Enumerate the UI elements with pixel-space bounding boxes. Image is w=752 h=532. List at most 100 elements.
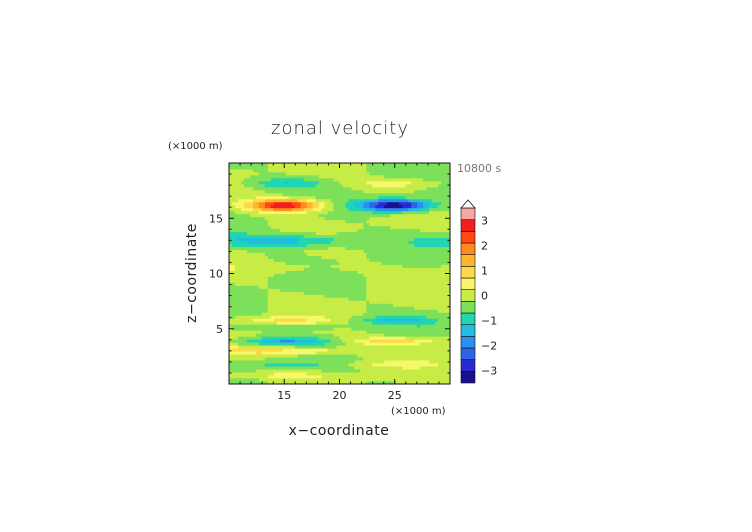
heatmap-cell — [300, 183, 305, 188]
heatmap-cell — [396, 222, 400, 227]
heatmap-cell — [261, 261, 266, 265]
heatmap-cell — [423, 297, 427, 301]
heatmap-cell — [411, 357, 415, 361]
heatmap-cell — [390, 195, 394, 200]
heatmap-cell — [348, 357, 352, 361]
heatmap-cell — [231, 255, 236, 259]
heatmap-cell — [252, 327, 257, 331]
heatmap-cell — [393, 360, 397, 364]
heatmap-cell — [375, 345, 379, 349]
heatmap-cell — [411, 249, 415, 253]
heatmap-cell — [300, 354, 305, 358]
heatmap-cell — [327, 243, 331, 248]
heatmap-cell — [420, 192, 424, 197]
heatmap-cell — [429, 192, 433, 197]
heatmap-cell — [363, 375, 367, 379]
heatmap-cell — [426, 198, 430, 203]
heatmap-cell — [309, 255, 314, 259]
heatmap-cell — [435, 210, 439, 215]
heatmap-cell — [291, 267, 296, 271]
heatmap-cell — [288, 312, 293, 316]
heatmap-cell — [229, 189, 233, 194]
heatmap-cell — [229, 342, 233, 346]
heatmap-cell — [405, 315, 409, 319]
heatmap-cell — [282, 195, 287, 200]
heatmap-cell — [429, 294, 433, 298]
heatmap-cell — [229, 369, 233, 373]
heatmap-cell — [279, 225, 284, 230]
heatmap-cell — [285, 213, 290, 218]
heatmap-cell — [393, 339, 397, 343]
heatmap-cell — [315, 303, 319, 307]
heatmap-cell — [229, 285, 233, 289]
heatmap-cell — [285, 372, 290, 376]
heatmap-cell — [357, 186, 361, 191]
heatmap-cell — [372, 264, 376, 268]
heatmap-cell — [294, 183, 299, 188]
heatmap-cell — [330, 330, 334, 334]
heatmap-cell — [318, 273, 322, 277]
heatmap-cell — [348, 366, 352, 370]
heatmap-cell — [372, 285, 376, 289]
heatmap-cell — [402, 255, 406, 259]
heatmap-cell — [261, 207, 266, 212]
heatmap-cell — [447, 198, 451, 203]
heatmap-cell — [429, 186, 433, 191]
heatmap-cell — [234, 381, 239, 385]
heatmap-cell — [240, 345, 245, 349]
heatmap-cell — [348, 216, 352, 221]
heatmap-cell — [348, 189, 352, 194]
heatmap-cell — [282, 279, 287, 283]
heatmap-cell — [267, 264, 272, 268]
heatmap-cell — [276, 267, 281, 271]
heatmap-cell — [444, 261, 448, 265]
heatmap-cell — [354, 240, 358, 245]
heatmap-cell — [285, 246, 290, 251]
heatmap-cell — [318, 180, 322, 185]
heatmap-cell — [270, 381, 275, 385]
heatmap-cell — [264, 336, 269, 340]
heatmap-cell — [309, 318, 314, 322]
heatmap-cell — [276, 282, 281, 286]
heatmap-cell — [435, 342, 439, 346]
heatmap-cell — [240, 258, 245, 262]
heatmap-cell — [306, 354, 311, 358]
heatmap-cell — [330, 195, 334, 200]
heatmap-cell — [390, 345, 394, 349]
heatmap-cell — [294, 288, 299, 292]
heatmap-cell — [354, 321, 358, 325]
heatmap-cell — [297, 216, 302, 221]
heatmap-cell — [414, 207, 418, 212]
heatmap-cell — [336, 225, 340, 230]
heatmap-cell — [402, 366, 406, 370]
heatmap-cell — [420, 201, 424, 206]
heatmap-cell — [243, 180, 248, 185]
heatmap-cell — [366, 363, 370, 367]
heatmap-cell — [354, 195, 358, 200]
heatmap-cell — [246, 297, 251, 301]
heatmap-cell — [246, 303, 251, 307]
heatmap-cell — [243, 318, 248, 322]
heatmap-cell — [378, 273, 382, 277]
heatmap-cell — [303, 243, 308, 248]
heatmap-cell — [435, 225, 439, 230]
heatmap-cell — [229, 300, 233, 304]
heatmap-cell — [282, 234, 287, 239]
heatmap-cell — [447, 303, 451, 307]
heatmap-cell — [309, 186, 314, 191]
heatmap-cell — [444, 339, 448, 343]
heatmap-cell — [246, 210, 251, 215]
heatmap-cell — [390, 189, 394, 194]
heatmap-cell — [384, 207, 388, 212]
heatmap-cell — [285, 276, 290, 280]
heatmap-cell — [339, 252, 343, 256]
heatmap-cell — [240, 360, 245, 364]
heatmap-cell — [417, 255, 421, 259]
heatmap-cell — [339, 246, 343, 251]
heatmap-cell — [229, 207, 233, 212]
heatmap-cell — [444, 315, 448, 319]
heatmap-cell — [351, 297, 355, 301]
heatmap-cell — [336, 321, 340, 325]
heatmap-cell — [441, 294, 445, 298]
heatmap-cell — [411, 297, 415, 301]
